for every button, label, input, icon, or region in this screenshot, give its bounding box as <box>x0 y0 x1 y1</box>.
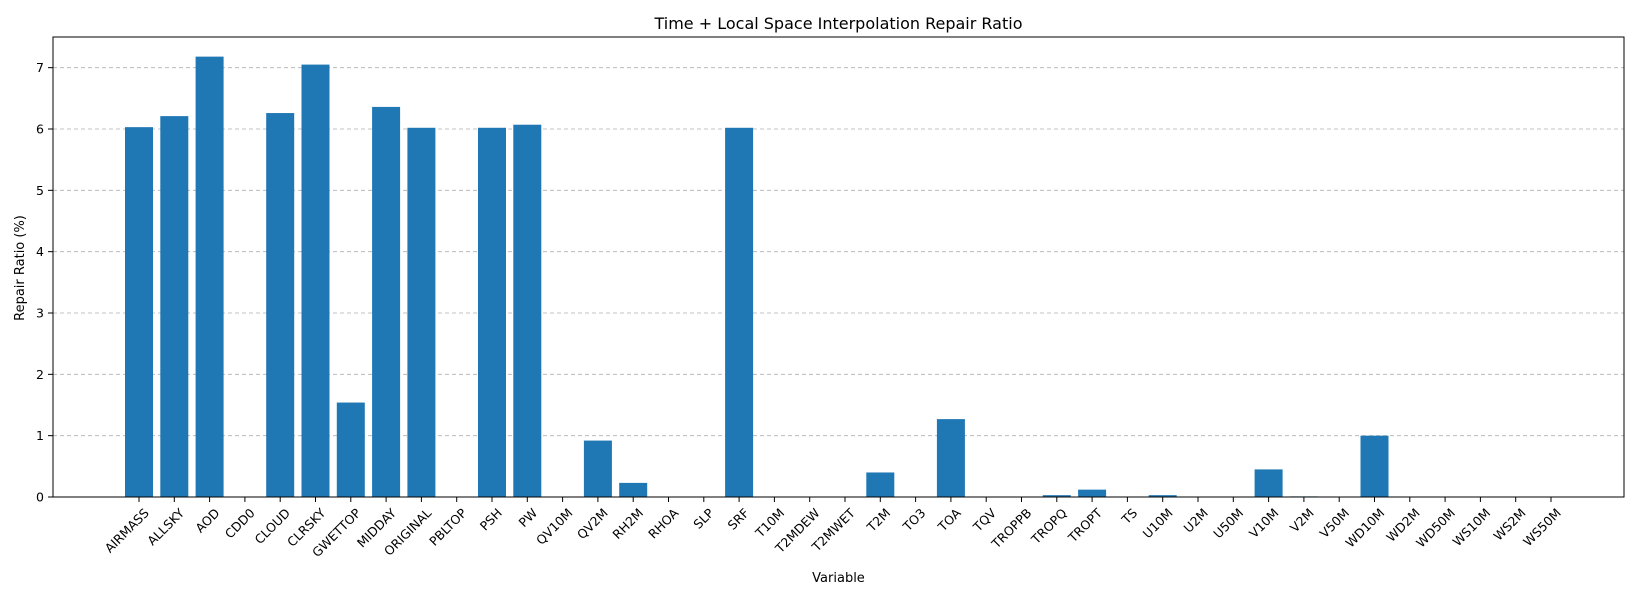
x-tick-label: WD10M <box>1342 505 1387 550</box>
bar-allsky <box>160 116 189 498</box>
x-tick-label: TQV <box>969 505 999 535</box>
x-tick-label: TS <box>1118 505 1140 527</box>
x-tick-label: AOD <box>192 505 222 535</box>
y-tick-label: 2 <box>36 367 44 382</box>
x-tick-label: PSH <box>477 505 505 533</box>
bar-qv2m <box>583 440 612 497</box>
bar-original <box>407 127 436 498</box>
y-tick-label: 1 <box>36 428 44 443</box>
x-tick-label: U50M <box>1210 505 1246 541</box>
bar-gwettop <box>336 402 365 497</box>
bar-u10m <box>1148 495 1177 497</box>
x-tick-label: WS50M <box>1520 505 1564 549</box>
bar-tropt <box>1078 489 1107 497</box>
bar-midday <box>372 106 401 498</box>
x-tick-label: ALLSKY <box>144 505 187 548</box>
x-tick-label: TROPQ <box>1028 505 1070 547</box>
x-tick-label: WD50M <box>1413 505 1458 550</box>
bar-rh2m <box>619 482 648 497</box>
chart-title: Time + Local Space Interpolation Repair … <box>653 14 1022 33</box>
x-tick-label: TOA <box>934 505 964 535</box>
bar-pw <box>513 124 542 497</box>
bar-aod <box>195 56 224 497</box>
bar-wd10m <box>1360 435 1389 497</box>
x-tick-label: RH2M <box>609 505 646 542</box>
y-tick-label: 7 <box>36 60 44 75</box>
bar-cloud <box>266 113 295 497</box>
bar-tropq <box>1042 495 1071 497</box>
bar-v10m <box>1254 469 1283 497</box>
x-tick-label: V2M <box>1287 505 1317 535</box>
y-tick-label: 3 <box>36 306 44 321</box>
bar-psh <box>478 127 506 498</box>
bar-airmass <box>125 127 153 497</box>
x-tick-label: U2M <box>1181 505 1211 535</box>
x-tick-label: PBLTOP <box>426 505 470 549</box>
x-tick-label: V10M <box>1246 505 1282 541</box>
y-axis-label: Repair Ratio (%) <box>13 215 28 321</box>
x-tick-label: QV2M <box>574 505 611 542</box>
bar-srf <box>725 127 754 498</box>
x-tick-label: TROPT <box>1064 505 1105 546</box>
x-tick-label: RHOA <box>645 505 682 542</box>
x-tick-label: TO3 <box>899 505 928 534</box>
bar-toa <box>936 419 965 497</box>
bar-clrsky <box>301 64 330 497</box>
x-tick-label: SLP <box>690 505 717 532</box>
x-tick-label: T2M <box>863 505 893 535</box>
x-tick-label: AIRMASS <box>102 505 152 555</box>
x-axis-label: Variable <box>812 571 865 586</box>
x-tick-label: WS10M <box>1449 505 1493 549</box>
x-tick-label: QV10M <box>533 505 575 547</box>
y-tick-label: 6 <box>36 122 44 137</box>
x-tick-label: PW <box>516 505 541 530</box>
y-tick-label: 5 <box>36 183 44 198</box>
x-tick-label: SRF <box>725 505 752 532</box>
y-tick-label: 4 <box>36 244 44 259</box>
plot-frame <box>52 36 1625 498</box>
y-axis: 0 1 2 3 4 5 6 7 <box>36 60 53 505</box>
y-tick-label: 0 <box>36 490 44 505</box>
x-tick-label: U10M <box>1140 505 1176 541</box>
bar-t2m <box>866 472 895 497</box>
bars <box>125 56 1389 498</box>
